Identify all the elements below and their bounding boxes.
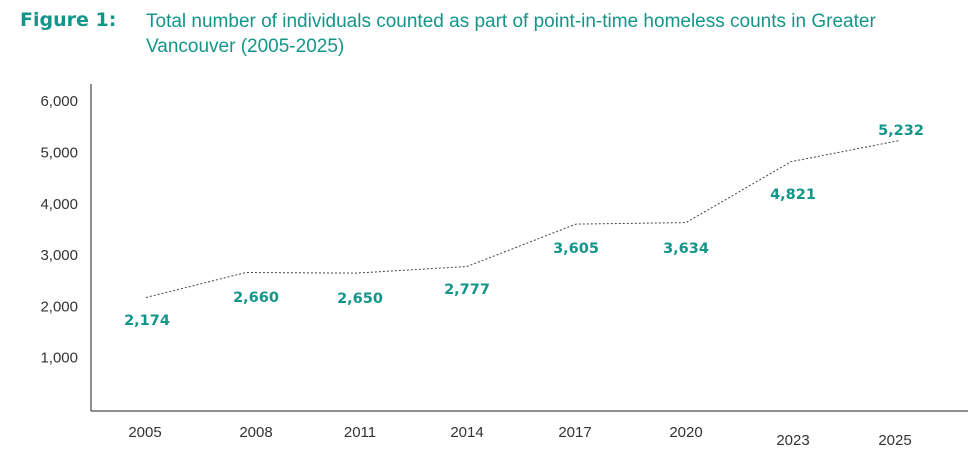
y-tick-label: 6,000 bbox=[40, 93, 78, 110]
x-tick-label: 2005 bbox=[128, 424, 161, 441]
data-label: 4,821 bbox=[770, 187, 816, 203]
data-labels: 2,174 2,660 2,650 2,777 3,605 3,634 4,821 5,232 bbox=[124, 123, 924, 329]
data-label: 3,634 bbox=[663, 241, 709, 257]
figure-label: Figure 1: bbox=[20, 9, 117, 31]
y-tick-label: 3,000 bbox=[40, 247, 78, 264]
y-tick-label: 4,000 bbox=[40, 196, 78, 213]
figure-title: Total number of individuals counted as p… bbox=[146, 11, 876, 57]
y-tick-label: 5,000 bbox=[40, 145, 78, 162]
data-label: 2,650 bbox=[337, 291, 383, 307]
x-tick-label: 2020 bbox=[669, 424, 702, 441]
data-label: 2,660 bbox=[233, 290, 279, 306]
data-label: 3,605 bbox=[553, 241, 599, 257]
x-tick-labels: 2005 2008 2011 2014 2017 2020 2023 2025 bbox=[128, 424, 911, 449]
x-tick-label: 2011 bbox=[344, 424, 376, 441]
x-tick-label: 2014 bbox=[450, 424, 483, 441]
series-line bbox=[145, 140, 900, 298]
y-tick-label: 1,000 bbox=[40, 350, 78, 367]
data-label: 2,174 bbox=[124, 313, 170, 329]
x-tick-label: 2023 bbox=[776, 432, 809, 449]
x-tick-label: 2008 bbox=[239, 424, 272, 441]
y-tick-label: 2,000 bbox=[40, 298, 78, 315]
x-tick-label: 2017 bbox=[558, 424, 591, 441]
data-label: 2,777 bbox=[444, 282, 490, 298]
x-tick-label: 2025 bbox=[878, 432, 911, 449]
y-tick-labels: 1,000 2,000 3,000 4,000 5,000 6,000 bbox=[40, 93, 78, 367]
data-label: 5,232 bbox=[878, 123, 924, 139]
